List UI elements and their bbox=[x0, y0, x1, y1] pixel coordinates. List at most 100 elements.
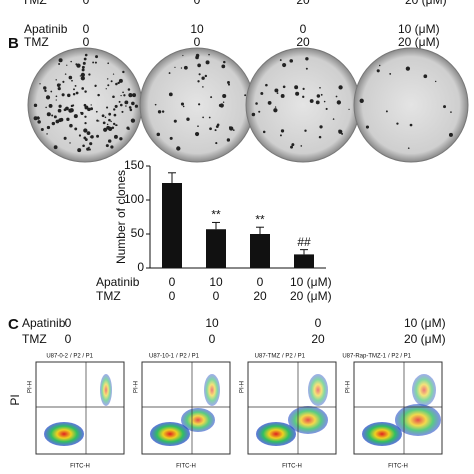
colony bbox=[55, 119, 60, 124]
y-tick-label: 100 bbox=[124, 192, 144, 206]
colony bbox=[157, 110, 162, 114]
colony bbox=[319, 125, 323, 129]
row-value: 0 bbox=[300, 22, 307, 36]
colony bbox=[33, 116, 38, 121]
colony bbox=[45, 106, 47, 109]
colony bbox=[407, 147, 410, 149]
colony bbox=[75, 91, 79, 95]
colony bbox=[112, 73, 115, 75]
colony bbox=[90, 107, 94, 111]
colony bbox=[83, 57, 87, 61]
colony bbox=[64, 73, 67, 75]
colony bbox=[97, 93, 100, 97]
colony bbox=[95, 110, 98, 113]
colony bbox=[209, 127, 212, 131]
colony bbox=[63, 136, 67, 140]
colony bbox=[302, 87, 305, 91]
row-value: 20 (μM) bbox=[404, 332, 446, 346]
colony bbox=[365, 125, 370, 129]
colony bbox=[113, 134, 118, 139]
row-value: 10 (μM) bbox=[290, 275, 332, 289]
cell-population bbox=[256, 422, 296, 446]
row-value: 20 bbox=[311, 332, 325, 346]
colony bbox=[76, 63, 81, 68]
colony bbox=[103, 127, 108, 132]
colony bbox=[305, 57, 309, 61]
colony bbox=[108, 118, 111, 122]
colony bbox=[89, 142, 93, 146]
colony bbox=[300, 145, 303, 147]
colony bbox=[106, 123, 109, 126]
colony bbox=[68, 75, 73, 80]
colony bbox=[409, 123, 413, 127]
colony bbox=[88, 73, 91, 76]
colony bbox=[119, 137, 123, 141]
colony bbox=[128, 106, 132, 109]
row-label: Apatinib bbox=[96, 275, 140, 289]
colony bbox=[267, 101, 272, 105]
culture-dish bbox=[245, 47, 361, 163]
colony bbox=[309, 99, 314, 103]
colony bbox=[265, 83, 268, 87]
colony bbox=[74, 127, 78, 131]
bar bbox=[294, 254, 314, 268]
colony bbox=[55, 79, 57, 81]
colony bbox=[226, 138, 231, 142]
colony bbox=[280, 94, 285, 98]
colony bbox=[197, 125, 199, 128]
colony bbox=[219, 103, 224, 108]
colony bbox=[115, 124, 118, 127]
colony bbox=[96, 134, 100, 138]
colony bbox=[94, 61, 97, 64]
colony bbox=[338, 85, 343, 90]
colony bbox=[87, 107, 91, 112]
row-value: 10 bbox=[209, 275, 223, 289]
colony bbox=[208, 116, 211, 119]
colony bbox=[319, 86, 321, 89]
plot-title: U87-Rap-TMZ-1 bbox=[342, 354, 386, 360]
panel-label: C bbox=[8, 316, 19, 333]
row-value: 0 bbox=[83, 0, 90, 7]
colony bbox=[448, 132, 453, 137]
colony bbox=[221, 64, 226, 69]
colony bbox=[194, 131, 200, 137]
colony bbox=[282, 62, 287, 68]
culture-dish bbox=[353, 47, 469, 163]
colony bbox=[280, 129, 285, 133]
colony bbox=[201, 76, 205, 80]
colony bbox=[46, 133, 48, 135]
colony bbox=[126, 101, 128, 104]
colony bbox=[222, 101, 225, 103]
colony bbox=[114, 104, 118, 108]
colony bbox=[279, 59, 282, 61]
colony bbox=[84, 105, 89, 110]
colony bbox=[106, 78, 109, 80]
colony bbox=[295, 91, 300, 96]
row-label: TMZ bbox=[24, 35, 49, 49]
colony bbox=[63, 108, 67, 112]
colony bbox=[450, 111, 452, 113]
colony bbox=[274, 88, 279, 93]
colony bbox=[112, 122, 116, 126]
colony bbox=[320, 93, 323, 96]
colony bbox=[58, 118, 63, 123]
colony bbox=[208, 53, 210, 56]
colony bbox=[385, 110, 388, 113]
colony bbox=[125, 105, 127, 107]
colony bbox=[98, 120, 100, 122]
colony bbox=[40, 127, 44, 131]
colony bbox=[121, 110, 124, 113]
cell-population bbox=[412, 374, 436, 406]
row-value: 0 bbox=[65, 332, 72, 346]
colony bbox=[82, 61, 86, 65]
colony bbox=[251, 112, 256, 117]
colony bbox=[176, 146, 181, 151]
plot-title: U87-10-1 bbox=[149, 354, 175, 360]
colony bbox=[84, 122, 87, 125]
colony bbox=[127, 128, 130, 130]
colony bbox=[112, 95, 115, 99]
row-value: 0 bbox=[213, 289, 220, 303]
colony bbox=[129, 108, 133, 112]
row-value: 0 bbox=[169, 275, 176, 289]
